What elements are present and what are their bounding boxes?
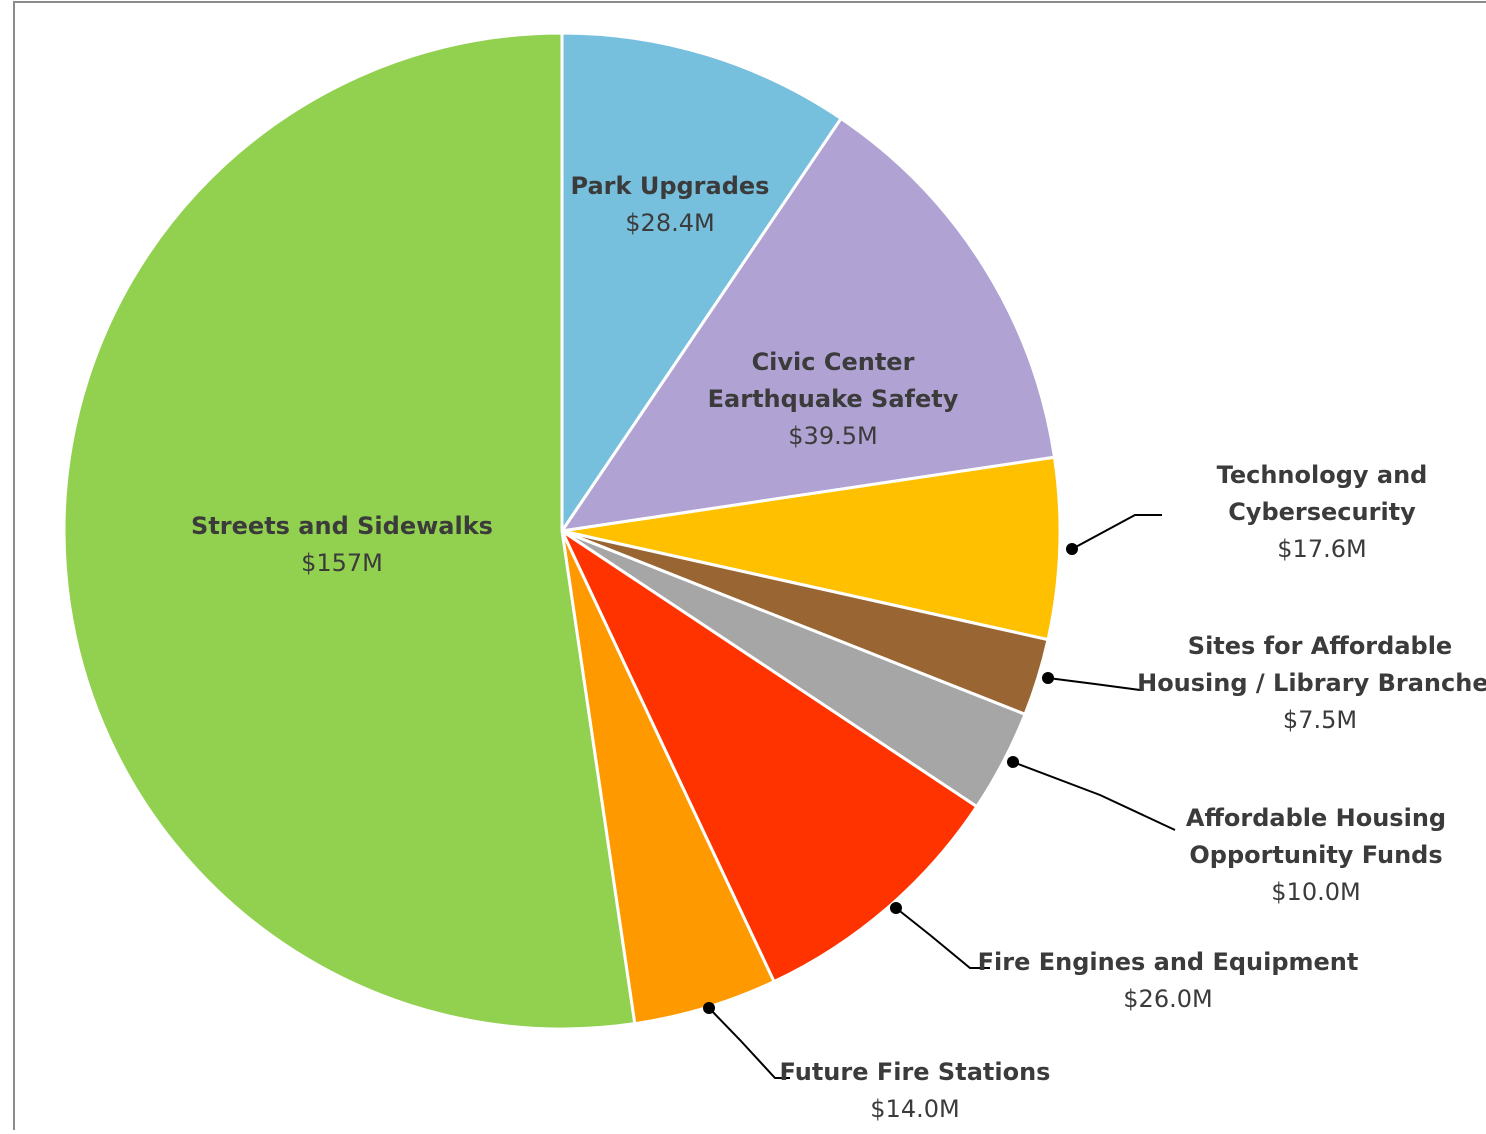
slice-label-value: $10.0M [1271, 878, 1360, 906]
slice-label: Technology and Cybersecurity $17.6M [1217, 461, 1428, 563]
slice-label: Fire Engines and Equipment $26.0M [978, 948, 1359, 1013]
slice-label: Sites for Affordable Housing / Library Br… [1137, 632, 1486, 734]
slice-label-value: $17.6M [1277, 535, 1366, 563]
slice-label-name: Housing / Library Branches [1137, 669, 1486, 697]
leader-line [708, 1007, 790, 1079]
leader-dot [1066, 543, 1078, 555]
slice-label-value: $39.5M [788, 422, 877, 450]
pie-slice-park-upgrades [560, 31, 844, 536]
leader-line [895, 907, 990, 969]
slice-label: Future Fire Stations $14.0M [780, 1058, 1051, 1123]
pie-slice-fire-engines-and-equipment [558, 526, 979, 984]
pie-slice-civic-center-earthquake-safety [558, 116, 1057, 533]
slice-label-name: Civic Center [752, 348, 915, 376]
slice-label-name: Earthquake Safety [708, 385, 959, 413]
slice-label-name: Streets and Sidewalks [191, 512, 493, 540]
slice-label-value: $26.0M [1123, 985, 1212, 1013]
slice-label-name: Technology and [1217, 461, 1428, 489]
slice-label-name: Opportunity Funds [1189, 841, 1442, 869]
labels-layer: Park Upgrades $28.4M Civic Center Earthquak… [191, 172, 1486, 1123]
slices-layer [62, 31, 1062, 1031]
slice-label-value: $14.0M [870, 1095, 959, 1123]
leader-dot [1042, 672, 1054, 684]
slice-label-value: $7.5M [1283, 706, 1357, 734]
slice-label-name: Fire Engines and Equipment [978, 948, 1359, 976]
slice-label: Civic Center Earthquake Safety $39.5M [708, 348, 959, 450]
leader-dot [1007, 756, 1019, 768]
leader-lines-layer [703, 514, 1176, 1079]
slice-label-name: Park Upgrades [571, 172, 770, 200]
slice-label: Park Upgrades $28.4M [571, 172, 770, 237]
slice-label: Affordable Housing Opportunity Funds $10.0… [1186, 804, 1446, 906]
slice-label-value: $28.4M [625, 209, 714, 237]
leader-line [1047, 677, 1141, 691]
slice-label-value: $157M [301, 549, 383, 577]
slice-label: Streets and Sidewalks $157M [191, 512, 493, 577]
leader-line [1071, 514, 1162, 550]
leader-line [1012, 761, 1176, 831]
pie-slice-streets-and-sidewalks [62, 31, 637, 1031]
leader-dot [890, 902, 902, 914]
leader-dot [703, 1002, 715, 1014]
slice-label-name: Sites for Affordable [1188, 632, 1452, 660]
slice-label-name: Cybersecurity [1228, 498, 1416, 526]
slice-label-name: Affordable Housing [1186, 804, 1446, 832]
slice-label-name: Future Fire Stations [780, 1058, 1051, 1086]
pie-slice-technology-and-cybersecurity [561, 455, 1062, 642]
